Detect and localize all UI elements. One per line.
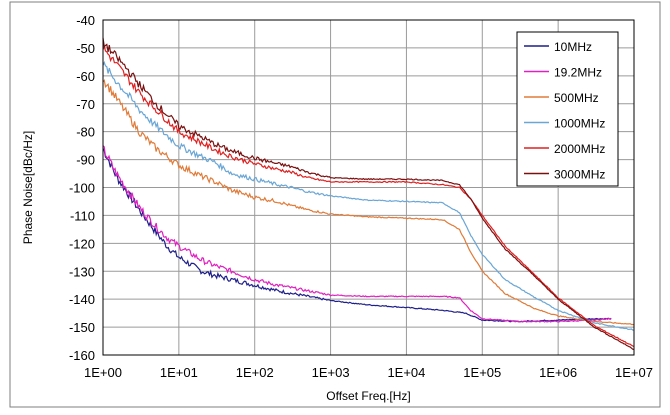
y-tick-label: -110 xyxy=(70,208,95,223)
legend-label: 2000MHz xyxy=(554,142,605,156)
x-tick-label: 1E+00 xyxy=(84,365,122,380)
series-line-3000MHz xyxy=(102,37,635,350)
x-tick-label: 1E+02 xyxy=(236,365,274,380)
legend-label: 19.2MHz xyxy=(554,66,602,80)
legend-label: 10MHz xyxy=(554,40,592,54)
x-tick-label: 1E+06 xyxy=(539,365,577,380)
y-tick-label: -160 xyxy=(69,348,95,363)
y-tick-label: -100 xyxy=(69,181,95,196)
y-tick-label: -80 xyxy=(76,125,95,140)
series-line-1000MHz xyxy=(102,60,635,331)
y-tick-label: -40 xyxy=(76,13,95,28)
series-layer xyxy=(102,37,635,350)
x-tick-label: 1E+04 xyxy=(387,365,425,380)
y-tick-label: -60 xyxy=(76,69,95,84)
series-line-19.2MHz xyxy=(102,145,612,323)
x-tick-label: 1E+07 xyxy=(615,365,653,380)
legend-label: 3000MHz xyxy=(554,168,605,182)
x-tick-labels: 1E+00 1E+01 1E+02 1E+03 1E+04 1E+05 1E+06 1E+07 xyxy=(84,365,653,380)
y-tick-label: -120 xyxy=(69,236,95,251)
legend-box xyxy=(516,31,619,187)
x-axis-label: Offset Freq.[Hz] xyxy=(326,389,410,403)
series-line-500MHz xyxy=(102,79,635,326)
y-tick-label: -70 xyxy=(76,97,95,112)
y-axis-label: Phase Noise[dBc/Hz] xyxy=(21,131,35,244)
legend: 10MHz 19.2MHz 500MHz 1000MHz 2000MHz 3000MHz xyxy=(516,31,619,187)
plot-area-border xyxy=(102,19,635,356)
legend-label: 500MHz xyxy=(554,91,599,105)
y-tick-labels: -160 -150 -140 -130 -120 -110 -100 -90 -80 -70 -60… xyxy=(69,13,95,363)
y-tick-label: -150 xyxy=(69,320,95,335)
y-tick-label: -140 xyxy=(69,292,95,307)
y-tick-label: -90 xyxy=(76,153,95,168)
x-tick-label: 1E+05 xyxy=(463,365,501,380)
y-tick-label: -130 xyxy=(69,264,95,279)
x-tick-label: 1E+03 xyxy=(312,365,350,380)
y-tick-label: -50 xyxy=(76,41,95,56)
x-tick-label: 1E+01 xyxy=(160,365,198,380)
legend-label: 1000MHz xyxy=(554,117,605,131)
